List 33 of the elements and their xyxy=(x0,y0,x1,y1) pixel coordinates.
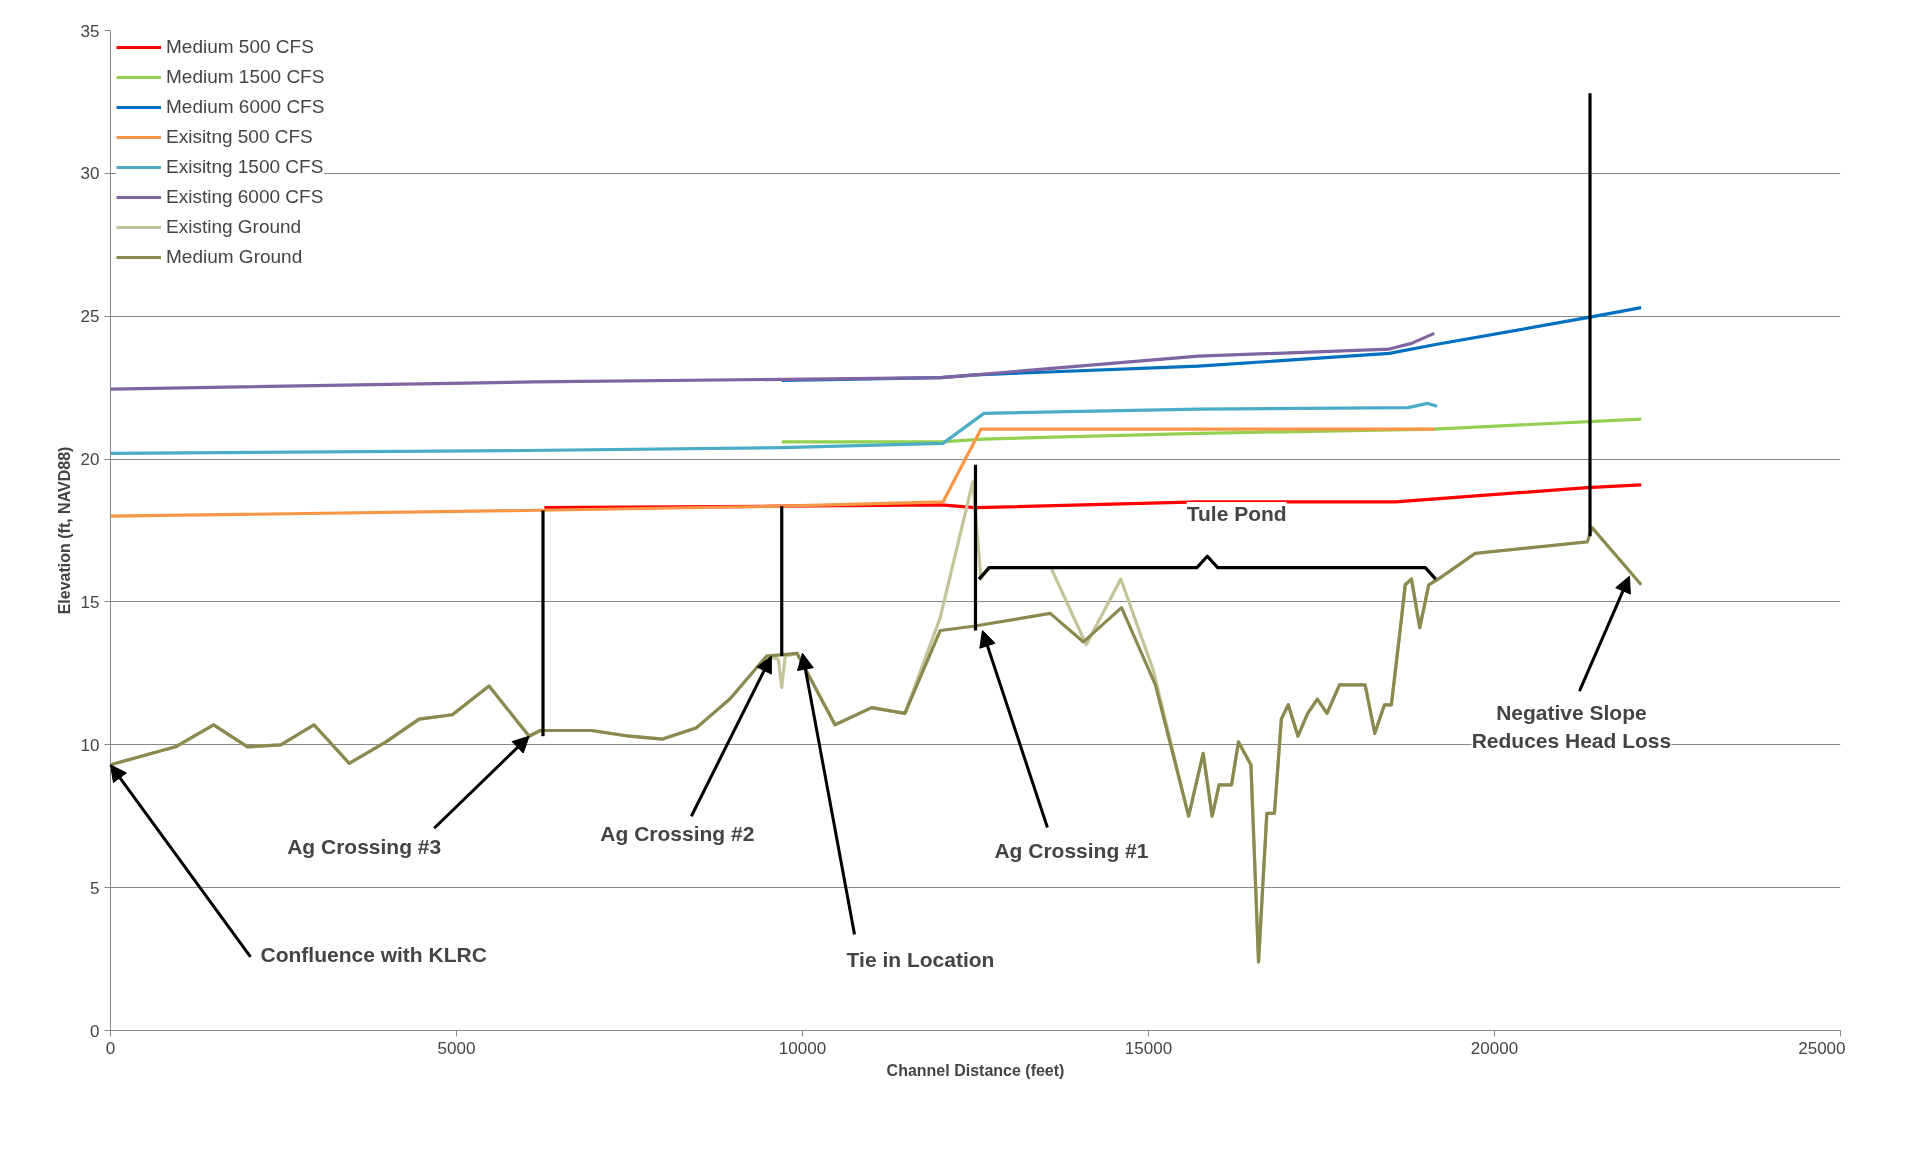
x-tick-label: 15000 xyxy=(1124,1038,1173,1058)
x-axis-title: Channel Distance (feet) xyxy=(886,1061,1065,1079)
annotation: Ag Crossing #2 xyxy=(600,821,755,845)
legend-label: Medium 500 CFS xyxy=(166,36,314,58)
line-series xyxy=(110,401,1439,455)
legend-label: Exisitng 1500 CFS xyxy=(166,156,324,178)
y-tick-label: 30 xyxy=(80,164,100,184)
line-series xyxy=(110,331,1436,391)
y-tick-label: 5 xyxy=(90,878,100,898)
legend-label: Medium 6000 CFS xyxy=(166,96,325,118)
legend-label: Exisitng 500 CFS xyxy=(166,126,313,148)
legend-label: Medium 1500 CFS xyxy=(166,66,325,88)
x-tick-label: 10000 xyxy=(778,1038,827,1058)
legend-label: Medium Ground xyxy=(166,246,303,268)
x-tick-label: 20000 xyxy=(1470,1038,1519,1058)
y-tick-label: 10 xyxy=(80,735,100,755)
y-tick-label: 15 xyxy=(80,592,100,612)
y-axis-title: Elevation (ft, NAVD88) xyxy=(55,446,73,615)
y-tick-label: 35 xyxy=(80,21,100,41)
annotation: Tie in Location xyxy=(846,947,995,971)
x-tick-label: 5000 xyxy=(437,1038,476,1058)
annotation: Confluence with KLRC xyxy=(260,943,487,967)
y-tick-label: 20 xyxy=(80,450,100,470)
annotation: Tule Pond xyxy=(1186,502,1287,525)
y-tick-label: 25 xyxy=(80,307,100,327)
annotation: Ag Crossing #1 xyxy=(994,839,1149,862)
annotation: Ag Crossing #3 xyxy=(287,834,442,858)
legend-label: Existing Ground xyxy=(166,216,302,238)
x-tick-label: 25000 xyxy=(1798,1038,1846,1058)
y-tick-label: 0 xyxy=(90,1021,100,1041)
legend-label: Existing 6000 CFS xyxy=(166,186,324,208)
annotation: Negative Slope Reduces Head Loss xyxy=(1471,700,1672,752)
x-tick-label: 0 xyxy=(105,1038,116,1058)
